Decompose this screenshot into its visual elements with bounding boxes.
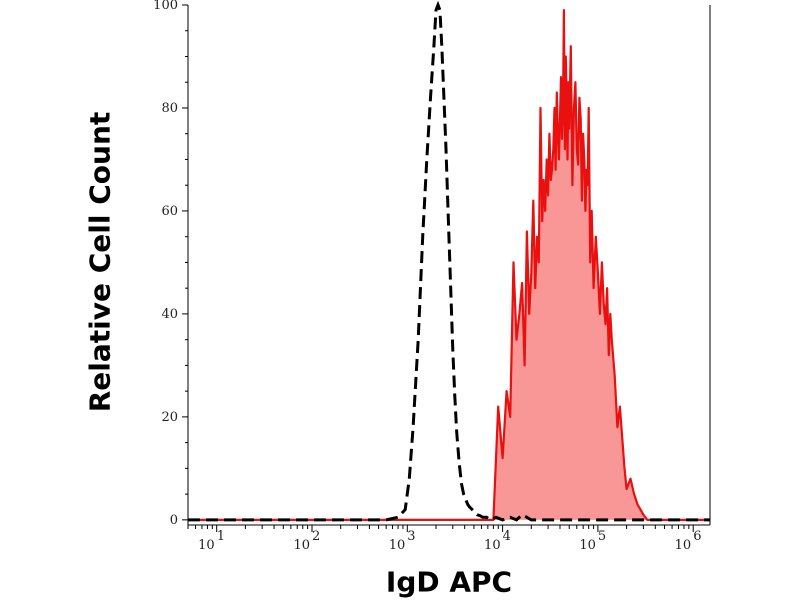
y-tick-label-60: 60 — [161, 204, 178, 219]
x-tick-label: 10 — [579, 538, 596, 553]
y-axis-label: Relative Cell Count — [83, 111, 117, 413]
x-tick-exponent: 1 — [217, 529, 225, 544]
x-tick-label: 10 — [389, 538, 406, 553]
x-tick-base: 10 — [484, 538, 501, 553]
x-tick-exponent: 2 — [312, 529, 320, 544]
igd-apc-area-fill — [188, 10, 710, 520]
y-tick-label-40: 40 — [161, 307, 178, 322]
axes — [187, 5, 711, 526]
y-tick-label-0: 0 — [170, 513, 178, 528]
x-tick-base: 10 — [675, 538, 692, 553]
x-tick-exponent: 3 — [407, 529, 415, 544]
isotype-control-dashed-line — [188, 0, 710, 522]
y-tick-label-100: 100 — [153, 0, 178, 13]
x-tick-label: 10 — [198, 538, 215, 553]
x-tick-label: 10 — [675, 538, 692, 553]
x-tick-exponent: 4 — [503, 529, 511, 544]
plot-area — [188, 0, 710, 522]
x-tick-base: 10 — [579, 538, 596, 553]
x-tick-label: 10 — [484, 538, 501, 553]
x-tick-base: 10 — [198, 538, 215, 553]
y-axis-ticks: 0 20 40 60 80 100 — [153, 0, 188, 528]
x-tick-base: 10 — [389, 538, 406, 553]
x-tick-exponent: 5 — [598, 529, 606, 544]
x-axis-label: IgD APC — [385, 565, 513, 599]
x-tick-label: 10 — [293, 538, 310, 553]
x-tick-exponent: 6 — [693, 529, 701, 544]
y-tick-label-20: 20 — [161, 410, 178, 425]
x-tick-base: 10 — [293, 538, 310, 553]
y-tick-label-80: 80 — [161, 101, 178, 116]
igd-apc-histogram-line — [188, 9, 710, 521]
